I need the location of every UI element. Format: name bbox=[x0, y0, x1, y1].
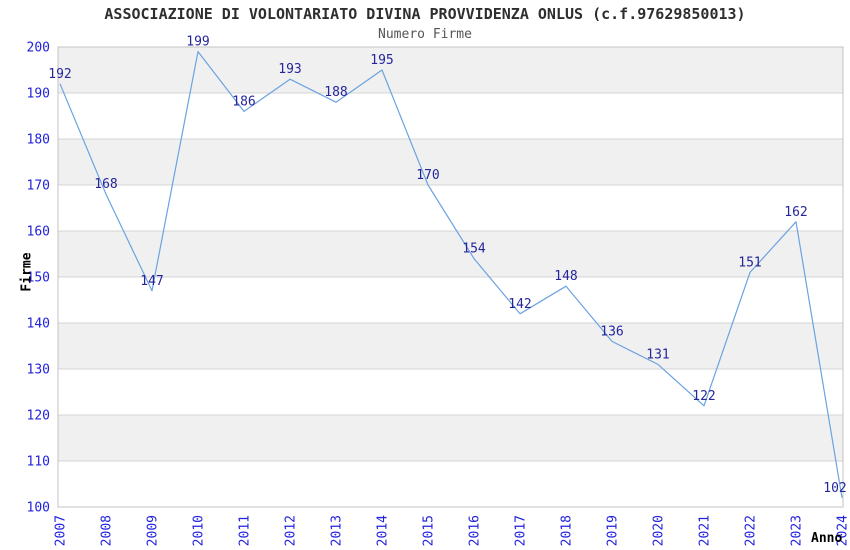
x-tick-label: 2009 bbox=[146, 515, 161, 546]
x-tick-label: 2013 bbox=[330, 515, 345, 546]
x-tick-label: 2016 bbox=[468, 515, 483, 546]
x-tick-label: 2024 bbox=[836, 515, 850, 546]
x-tick-label: 2007 bbox=[54, 515, 69, 546]
point-label: 142 bbox=[508, 297, 531, 312]
chart-subtitle: Numero Firme bbox=[378, 27, 472, 42]
x-tick-label: 2021 bbox=[698, 515, 713, 546]
x-tick-label: 2010 bbox=[192, 515, 207, 546]
series-line bbox=[59, 50, 843, 498]
point-label: 186 bbox=[232, 94, 255, 109]
point-label: 136 bbox=[600, 324, 623, 339]
point-label: 168 bbox=[94, 177, 117, 192]
point-label: 148 bbox=[554, 269, 577, 284]
y-tick-label: 100 bbox=[27, 501, 50, 516]
x-tick-label: 2018 bbox=[560, 515, 575, 546]
point-label: 131 bbox=[646, 347, 669, 362]
x-tick-label: 2012 bbox=[284, 515, 299, 546]
x-tick-label: 2023 bbox=[790, 515, 805, 546]
y-axis-title: Firme bbox=[19, 252, 35, 292]
point-label: 193 bbox=[278, 62, 301, 77]
point-label: 170 bbox=[416, 168, 439, 183]
point-label: 162 bbox=[784, 205, 807, 220]
x-axis-title: Anno bbox=[811, 531, 843, 546]
y-tick-label: 140 bbox=[27, 317, 50, 332]
plot-border bbox=[57, 46, 844, 508]
y-tick-label: 120 bbox=[27, 409, 50, 424]
x-tick-label: 2020 bbox=[652, 515, 667, 546]
grid-band bbox=[58, 231, 843, 277]
x-tick-label: 2022 bbox=[744, 515, 759, 546]
x-tick-label: 2008 bbox=[100, 515, 115, 546]
x-tick-label: 2019 bbox=[606, 515, 621, 546]
point-label: 151 bbox=[738, 255, 761, 270]
point-label: 102 bbox=[823, 481, 846, 496]
grid-band bbox=[58, 415, 843, 461]
point-label: 192 bbox=[48, 67, 71, 82]
point-label: 147 bbox=[140, 274, 163, 289]
point-label: 188 bbox=[324, 85, 347, 100]
x-tick-label: 2017 bbox=[514, 515, 529, 546]
y-tick-label: 150 bbox=[27, 271, 50, 286]
grid-band bbox=[58, 47, 843, 93]
y-tick-label: 190 bbox=[27, 87, 50, 102]
chart-title: ASSOCIAZIONE DI VOLONTARIATO DIVINA PROV… bbox=[104, 5, 746, 23]
y-tick-label: 180 bbox=[27, 133, 50, 148]
point-label: 195 bbox=[370, 53, 393, 68]
y-tick-label: 160 bbox=[27, 225, 50, 240]
y-tick-label: 170 bbox=[27, 179, 50, 194]
y-tick-label: 200 bbox=[27, 41, 50, 56]
point-label: 199 bbox=[186, 35, 209, 50]
y-tick-label: 130 bbox=[27, 363, 50, 378]
x-tick-label: 2011 bbox=[238, 515, 253, 546]
x-tick-label: 2015 bbox=[422, 515, 437, 546]
point-label: 154 bbox=[462, 242, 486, 257]
point-label: 122 bbox=[692, 389, 715, 404]
y-tick-label: 110 bbox=[27, 455, 50, 470]
grid-band bbox=[58, 323, 843, 369]
grid-band bbox=[58, 139, 843, 185]
x-tick-label: 2014 bbox=[376, 515, 391, 546]
